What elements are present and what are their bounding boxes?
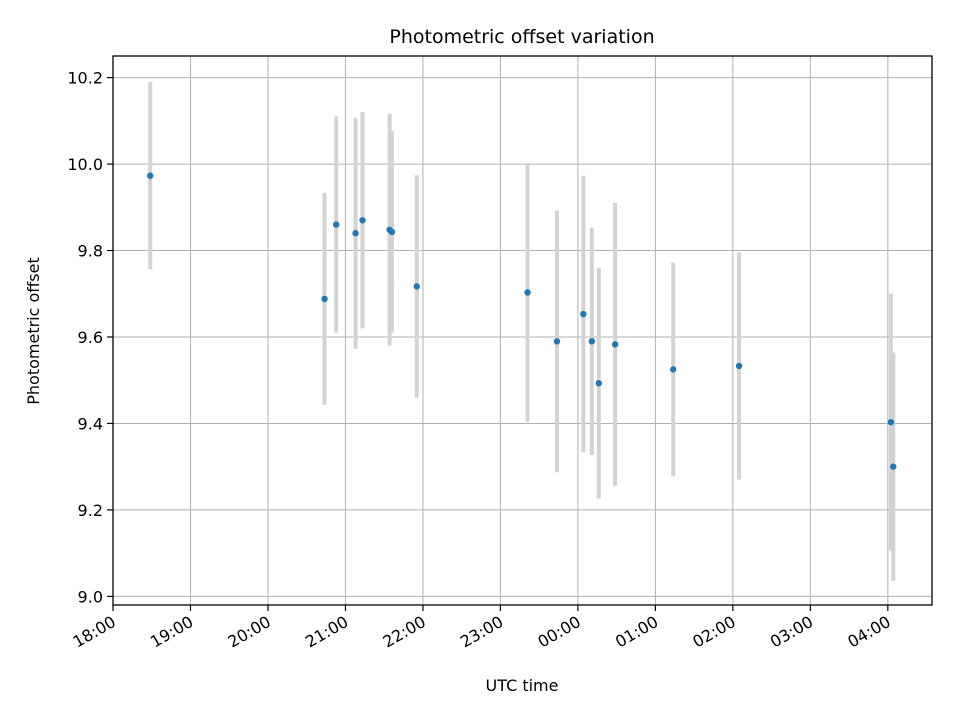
data-point bbox=[611, 341, 619, 348]
data-point bbox=[146, 172, 154, 179]
y-tick-label: 9.8 bbox=[78, 242, 103, 261]
data-point bbox=[670, 366, 677, 373]
data-point bbox=[890, 463, 897, 470]
data-point bbox=[359, 217, 366, 224]
data-point bbox=[735, 362, 743, 370]
chart-title: Photometric offset variation bbox=[389, 26, 654, 48]
y-tick-label: 9.6 bbox=[78, 328, 103, 347]
data-point bbox=[388, 228, 396, 236]
y-tick-label: 9.4 bbox=[78, 414, 103, 433]
y-tick-label: 9.0 bbox=[78, 587, 103, 606]
data-point bbox=[595, 380, 603, 387]
data-point bbox=[580, 310, 587, 318]
y-tick-label: 10.2 bbox=[67, 69, 103, 88]
x-axis-title: UTC time bbox=[486, 676, 559, 695]
plot-frame bbox=[112, 55, 933, 606]
data-point bbox=[352, 230, 359, 237]
grid bbox=[112, 56, 932, 605]
data-point bbox=[588, 338, 596, 345]
data-point bbox=[321, 295, 328, 303]
data-point bbox=[553, 338, 561, 345]
data-point bbox=[332, 221, 340, 228]
y-axis-title: Photometric offset bbox=[24, 257, 43, 405]
y-axis: 9.0 9.2 9.4 9.6 9.8 10.0 10.2 bbox=[67, 69, 113, 606]
y-tick-label: 10.0 bbox=[67, 155, 103, 174]
data-point bbox=[524, 289, 531, 296]
data-point bbox=[413, 283, 420, 290]
y-tick-label: 9.2 bbox=[78, 501, 103, 520]
data-points bbox=[146, 172, 897, 470]
data-point bbox=[887, 418, 895, 426]
